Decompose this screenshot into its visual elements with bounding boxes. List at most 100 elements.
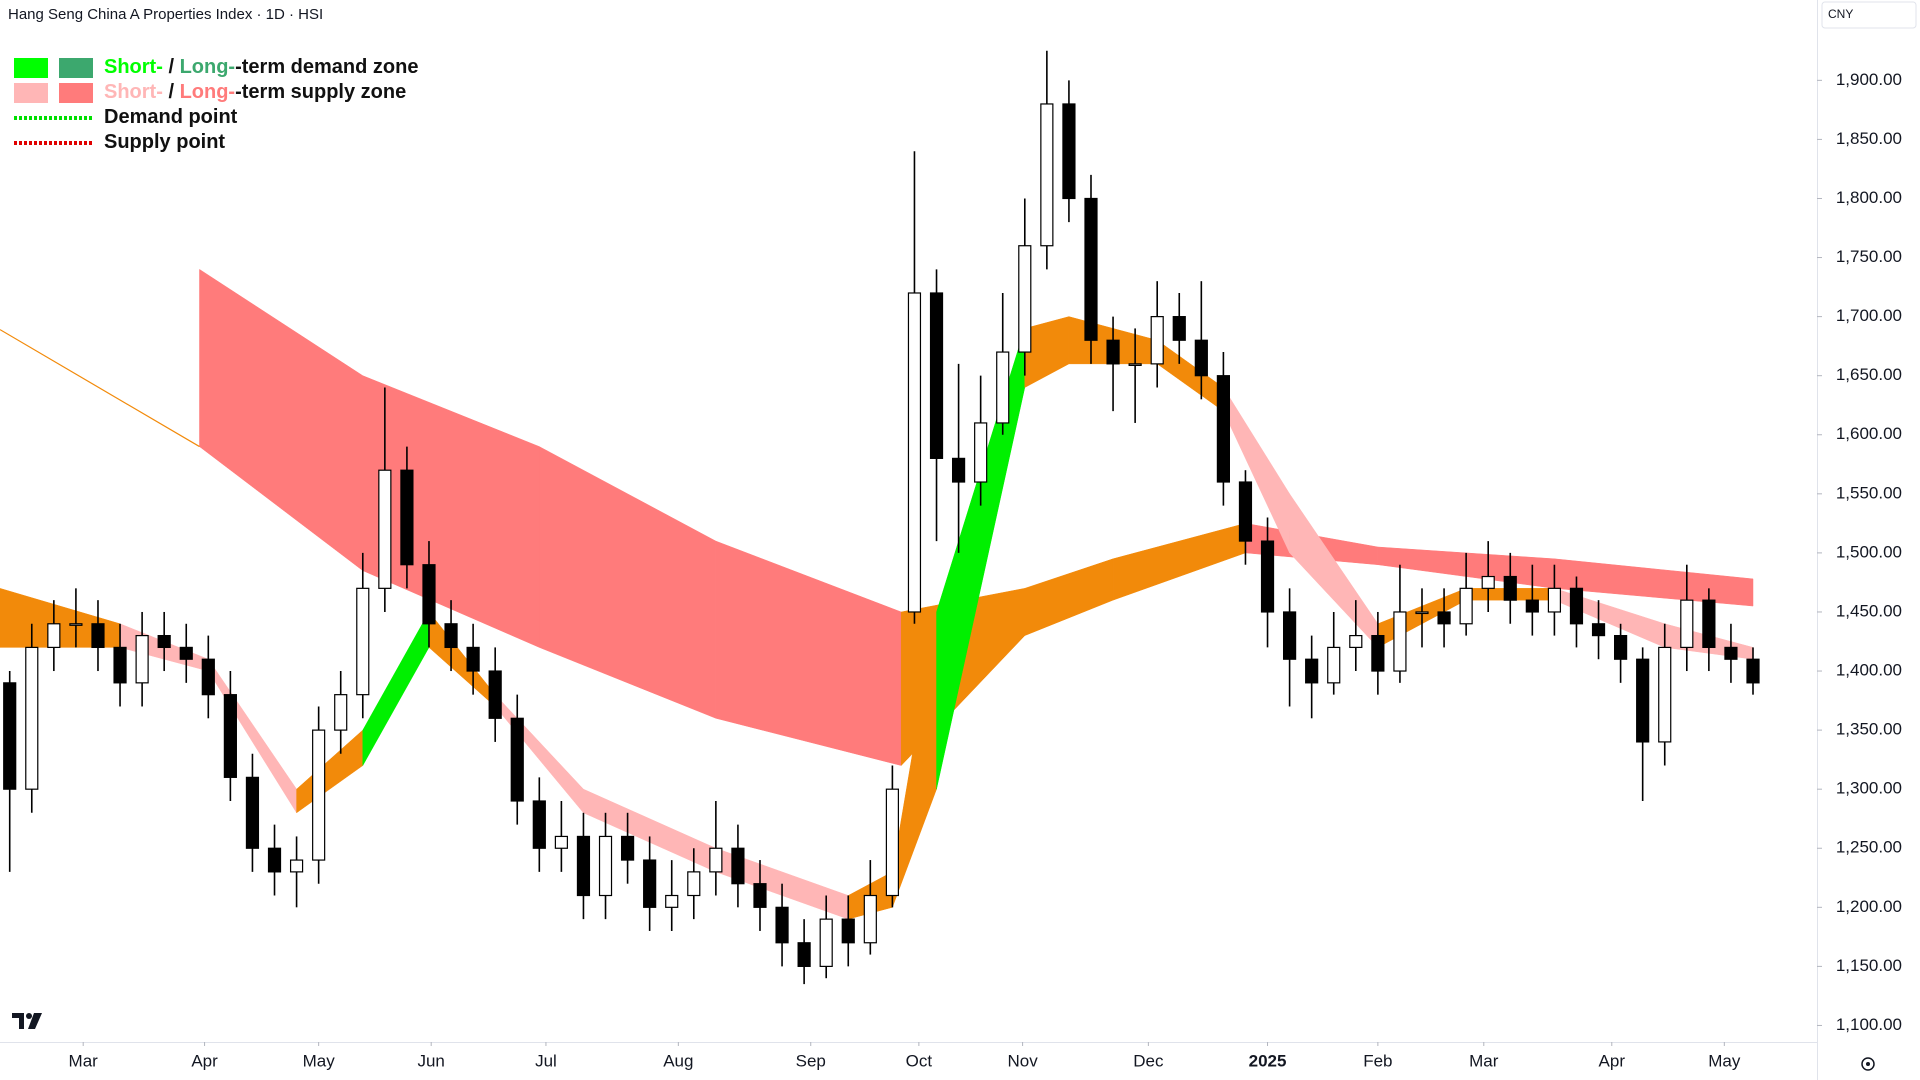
y-tick-label: 1,100.00 (1836, 1015, 1902, 1034)
candle-body (1305, 658, 1319, 684)
candle-body (731, 847, 745, 885)
legend-text: / (163, 81, 180, 103)
candle-body (510, 717, 524, 802)
candle-body (665, 894, 679, 908)
legend-text: Short- (104, 81, 163, 103)
x-tick-label: Aug (663, 1051, 693, 1070)
legend-text: Long- (180, 56, 236, 78)
y-tick-label: 1,650.00 (1836, 365, 1902, 384)
candle-body (1172, 316, 1186, 341)
candle-body (996, 351, 1010, 424)
legend-text: Short- (104, 56, 163, 78)
candle-body (1238, 481, 1253, 542)
candle-body (1658, 646, 1672, 743)
x-tick-label: Feb (1363, 1051, 1392, 1070)
y-tick-label: 1,500.00 (1836, 542, 1902, 561)
candle-body (620, 835, 635, 861)
y-tick-label: 1,450.00 (1836, 601, 1902, 620)
candle-body (1680, 599, 1694, 649)
candle-body (267, 847, 282, 873)
settings-icon[interactable] (1861, 1057, 1875, 1071)
x-tick-label: May (303, 1051, 336, 1070)
candle-body (863, 894, 877, 944)
candle-body (709, 847, 723, 873)
currency-box[interactable] (1821, 1, 1917, 29)
y-tick-label: 1,300.00 (1836, 779, 1902, 798)
candle-body (1084, 197, 1098, 341)
legend-text: -term supply zone (235, 81, 406, 103)
candle-body (1260, 540, 1275, 613)
candle-body (1194, 339, 1208, 377)
trend-line (0, 329, 200, 448)
zone-segment (1156, 339, 1224, 412)
y-tick-label: 1,200.00 (1836, 897, 1902, 916)
candle-body (1481, 575, 1495, 589)
candle-body (135, 634, 149, 684)
tv-logo (12, 1013, 42, 1029)
candle-body (422, 564, 436, 625)
legend-swatch (59, 83, 93, 103)
candle-body (289, 859, 304, 873)
candle-body (157, 634, 171, 649)
candle-body (841, 918, 855, 944)
legend-text: / (163, 56, 180, 78)
y-tick-label: 1,700.00 (1836, 306, 1902, 325)
candle-body (1018, 245, 1032, 353)
candle-body (1437, 611, 1451, 625)
candle-body (907, 292, 922, 613)
x-tick-label: Oct (906, 1051, 933, 1070)
candle-body (1724, 646, 1738, 660)
x-tick-label: Mar (69, 1051, 99, 1070)
candle-body (1128, 363, 1142, 366)
x-tick-label: 2025 (1249, 1051, 1287, 1070)
x-tick-label: Nov (1007, 1051, 1038, 1070)
x-tick-label: Sep (796, 1051, 826, 1070)
candle-body (1547, 587, 1562, 613)
candle-body (1371, 634, 1385, 672)
y-tick-label: 1,350.00 (1836, 720, 1902, 739)
candle-body (753, 883, 767, 908)
candle-body (885, 788, 899, 897)
candle-body (1746, 658, 1760, 684)
candle-body (819, 918, 833, 967)
y-tick-label: 1,600.00 (1836, 424, 1902, 443)
candle-body (1591, 623, 1606, 637)
candle-body (1525, 599, 1539, 613)
zone-segment (362, 611, 430, 767)
candle-body (643, 859, 657, 908)
candle-body (687, 871, 701, 897)
candle-body (444, 623, 458, 649)
y-tick-label: 1,900.00 (1836, 70, 1902, 89)
candle-body (1040, 103, 1054, 247)
legend-text: -term demand zone (235, 56, 418, 78)
x-tick-label: May (1708, 1051, 1741, 1070)
candle-body (1503, 575, 1517, 601)
candle-body (356, 587, 370, 696)
legend-label: Supply point (104, 131, 225, 153)
zone-segment (539, 446, 717, 719)
candle-body (400, 469, 414, 566)
candle-body (25, 646, 39, 790)
legend-swatch (59, 58, 93, 78)
candle-body (1216, 375, 1230, 483)
y-tick-label: 1,800.00 (1836, 188, 1902, 207)
candle-body (1349, 634, 1363, 649)
legend-label: Short- / Long--term demand zone (104, 56, 418, 78)
candle-body (3, 682, 17, 790)
candle-body (974, 422, 988, 483)
legend-text: Demand point (104, 106, 238, 128)
x-tick-label: Apr (1599, 1051, 1626, 1070)
x-tick-label: Dec (1133, 1051, 1164, 1070)
zone-segment (1024, 316, 1070, 388)
zone-segment (296, 729, 364, 814)
candle-body (201, 658, 215, 696)
candle-body (1393, 611, 1407, 672)
candle-body (797, 942, 811, 967)
candle-body (951, 457, 966, 483)
zone-segment (428, 611, 496, 708)
candle-body (598, 835, 613, 897)
candle-body (1569, 587, 1584, 625)
candle-body (488, 670, 502, 719)
x-tick-label: Mar (1469, 1051, 1499, 1070)
